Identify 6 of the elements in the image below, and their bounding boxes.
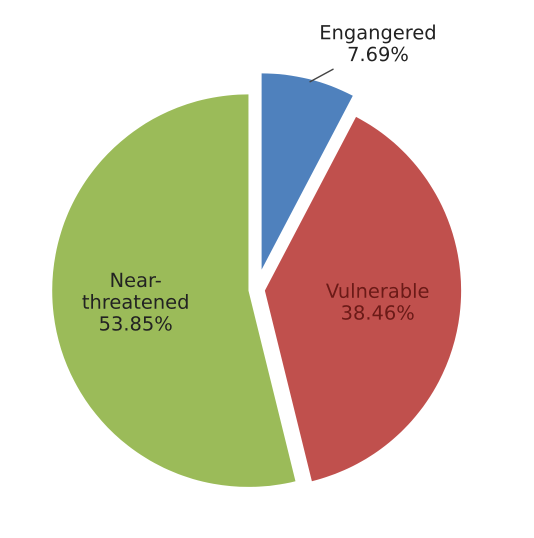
data-label: 38.46% [342, 305, 414, 320]
slice-label: Near- threatened [82, 272, 188, 310]
data-label: 7.69% [348, 46, 408, 62]
slice-label: Engangered [321, 24, 435, 44]
slice-label: Vulnerable [326, 283, 428, 298]
data-label: 53.85% [100, 316, 172, 331]
